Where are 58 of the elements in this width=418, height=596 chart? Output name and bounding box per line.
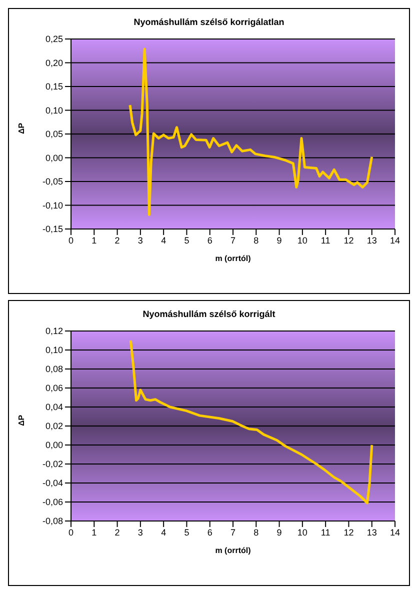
y-tick-label: 0,12 — [45, 326, 63, 336]
x-tick-label: 5 — [184, 235, 190, 246]
x-tick-label: 8 — [254, 527, 259, 538]
x-tick-label: 11 — [320, 527, 330, 538]
chart-title: Nyomáshullám szélső korrigált — [142, 309, 276, 319]
y-tick-label: 0,05 — [45, 129, 63, 140]
y-tick-label: -0,05 — [42, 176, 63, 187]
y-tick-label: 0,06 — [45, 383, 63, 394]
x-tick-label: 14 — [390, 527, 400, 538]
y-tick-label: -0,04 — [42, 478, 63, 488]
y-tick-label: -0,06 — [42, 497, 63, 508]
x-tick-label: 9 — [276, 235, 282, 246]
x-tick-label: 12 — [344, 527, 354, 538]
x-tick-label: 10 — [297, 527, 308, 538]
y-tick-label: 0,00 — [45, 440, 63, 450]
x-tick-label: 2 — [114, 235, 120, 246]
x-tick-label: 1 — [92, 527, 97, 538]
x-axis-title: m (orrtól) — [215, 546, 252, 555]
x-tick-label: 4 — [161, 527, 166, 538]
line-series — [128, 48, 374, 216]
y-tick-label: 0,20 — [45, 58, 63, 68]
x-tick-label: 6 — [207, 527, 212, 538]
x-tick-label: 2 — [114, 527, 120, 538]
x-tick-label: 3 — [138, 527, 143, 538]
x-tick-label: 10 — [297, 235, 308, 246]
x-tick-label: 14 — [390, 235, 400, 246]
x-tick-label: 0 — [68, 527, 74, 538]
x-tick-label: 8 — [254, 235, 259, 246]
x-tick-label: 12 — [344, 235, 354, 246]
x-tick-label: 13 — [366, 527, 377, 538]
y-tick-label: 0,25 — [45, 34, 63, 44]
x-tick-label: 11 — [320, 235, 330, 246]
x-tick-label: 0 — [68, 235, 74, 246]
y-tick-label: 0,10 — [45, 345, 63, 356]
chart-title: Nyomáshullám szélső korrigálatlan — [132, 17, 286, 27]
x-tick-label: 6 — [207, 235, 212, 246]
y-tick-label: 0,15 — [45, 82, 63, 92]
y-axis-title: ΔP — [16, 414, 26, 426]
y-axis-title: ΔP — [16, 122, 26, 134]
line-series — [129, 339, 374, 504]
y-tick-label: 0,08 — [45, 364, 63, 374]
x-tick-label: 3 — [138, 235, 143, 246]
x-axis-title: m (orrtól) — [215, 254, 252, 263]
y-tick-label: 0,02 — [45, 421, 63, 432]
x-tick-label: 9 — [276, 527, 282, 538]
y-tick-label: -0,08 — [42, 516, 63, 526]
x-tick-label: 5 — [184, 527, 190, 538]
x-tick-label: 4 — [161, 235, 166, 246]
x-tick-label: 7 — [230, 235, 236, 246]
y-tick-label: 0,00 — [45, 152, 63, 163]
y-tick-label: 0,10 — [45, 105, 63, 116]
x-tick-label: 1 — [92, 235, 97, 246]
x-tick-label: 13 — [366, 235, 377, 246]
y-tick-label: -0,10 — [42, 200, 63, 210]
x-tick-label: 7 — [230, 527, 236, 538]
y-tick-label: -0,02 — [42, 459, 63, 470]
y-tick-label: 0,04 — [45, 402, 63, 412]
y-tick-label: -0,15 — [42, 224, 63, 234]
